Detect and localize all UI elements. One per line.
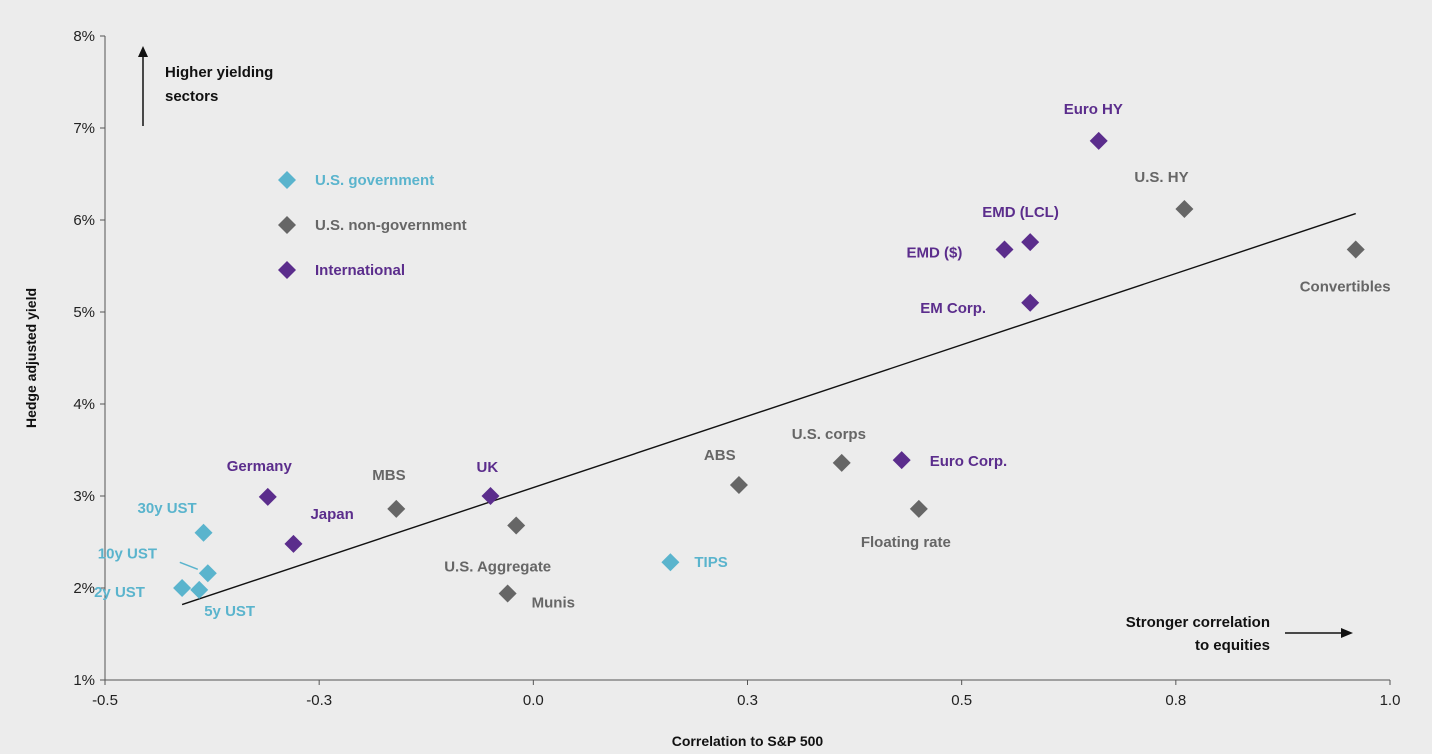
- trendline: [181, 212, 1356, 606]
- point-tips: [661, 553, 680, 572]
- point-u-s-corps: [832, 453, 851, 472]
- right-arrow-head: [1341, 628, 1353, 638]
- trendline-group: [181, 212, 1356, 606]
- y-axis-title: Hedge adjusted yield: [23, 288, 39, 428]
- y-tick-label: 6%: [73, 212, 95, 229]
- point-u-s-aggregate: [507, 516, 526, 535]
- point-2y-ust: [173, 579, 192, 597]
- legend-marker-international: [278, 261, 296, 279]
- point-label-germany: Germany: [227, 458, 293, 475]
- point-floating-rate: [909, 499, 928, 518]
- point-label-5y-ust: 5y UST: [204, 603, 255, 620]
- point-label-u-s-corps: U.S. corps: [792, 426, 866, 443]
- x-tick-label: 0.8: [1165, 692, 1186, 709]
- data-points-group: 30y UST 10y UST 2y UST 5y UST TIPS MBS U.S. Ag…: [94, 101, 1390, 620]
- legend-label-u-s-non-government: U.S. non-government: [315, 217, 467, 234]
- label-pointer-10y-ust: [179, 561, 199, 570]
- x-tick-label: 0.0: [523, 692, 544, 709]
- chart-axes: 1% 2% 3% 4% 5% 6% 7% 8% -0.5 -0.3 0.0 0.3 0.5 0.8 1.0 C…: [23, 28, 1400, 749]
- point-mbs: [387, 499, 406, 518]
- point-label-em-corp: EM Corp.: [920, 300, 986, 317]
- legend-marker-u-s-government: [278, 171, 296, 189]
- point-uk: [481, 487, 500, 505]
- right-note-line-2: to equities: [1195, 637, 1270, 654]
- right-note-line-1: Stronger correlation: [1126, 614, 1270, 631]
- point-em-corp: [1021, 293, 1040, 312]
- point-label-convertibles: Convertibles: [1300, 278, 1391, 295]
- point-label-mbs: MBS: [372, 467, 405, 484]
- point-label-uk: UK: [477, 459, 499, 476]
- up-arrow-head: [138, 46, 148, 57]
- point-emd-lcl: [1021, 233, 1040, 252]
- point-germany: [258, 487, 277, 506]
- point-30y-ust: [194, 523, 213, 542]
- y-tick-label: 4%: [73, 396, 95, 413]
- y-tick-label: 5%: [73, 304, 95, 321]
- point-label-tips: TIPS: [694, 554, 727, 571]
- point-emd: [995, 240, 1014, 259]
- point-label-30y-ust: 30y UST: [138, 500, 197, 517]
- point-label-u-s-aggregate: U.S. Aggregate: [444, 558, 551, 575]
- point-label-euro-hy: Euro HY: [1064, 101, 1123, 118]
- point-munis: [498, 584, 517, 603]
- x-tick-label: -0.3: [306, 692, 332, 709]
- point-convertibles: [1346, 240, 1365, 259]
- x-axis-title: Correlation to S&P 500: [672, 733, 824, 749]
- point-abs: [729, 475, 748, 494]
- point-label-japan: Japan: [310, 506, 353, 523]
- top-note-line-2: sectors: [165, 88, 218, 105]
- annotations: Higher yielding sectors Stronger correlati…: [138, 46, 1353, 654]
- point-5y-ust: [190, 580, 209, 599]
- point-label-u-s-hy: U.S. HY: [1134, 169, 1188, 186]
- point-euro-hy: [1089, 131, 1108, 150]
- point-10y-ust: [198, 564, 217, 583]
- point-label-emd: EMD ($): [907, 244, 963, 261]
- point-label-floating-rate: Floating rate: [861, 534, 951, 551]
- x-tick-label: 0.5: [951, 692, 972, 709]
- point-label-munis: Munis: [532, 595, 575, 612]
- x-tick-label: 1.0: [1380, 692, 1401, 709]
- top-note-line-1: Higher yielding: [165, 64, 273, 81]
- legend-marker-u-s-non-government: [278, 216, 296, 234]
- x-tick-label: -0.5: [92, 692, 118, 709]
- point-label-euro-corp: Euro Corp.: [930, 453, 1008, 470]
- point-label-abs: ABS: [704, 447, 736, 464]
- x-tick-label: 0.3: [737, 692, 758, 709]
- point-label-2y-ust: 2y UST: [94, 584, 145, 601]
- legend: U.S. government U.S. non-government Intern…: [278, 171, 467, 279]
- legend-label-u-s-government: U.S. government: [315, 172, 434, 189]
- point-u-s-hy: [1175, 199, 1194, 218]
- y-tick-label: 3%: [73, 488, 95, 505]
- y-tick-label: 8%: [73, 28, 95, 45]
- y-tick-label: 2%: [73, 580, 95, 597]
- point-label-emd-lcl: EMD (LCL): [982, 204, 1059, 221]
- point-euro-corp: [892, 451, 911, 470]
- y-tick-label: 7%: [73, 120, 95, 137]
- point-label-10y-ust: 10y UST: [98, 545, 157, 562]
- legend-label-international: International: [315, 262, 405, 279]
- y-tick-label: 1%: [73, 672, 95, 689]
- point-japan: [284, 534, 303, 553]
